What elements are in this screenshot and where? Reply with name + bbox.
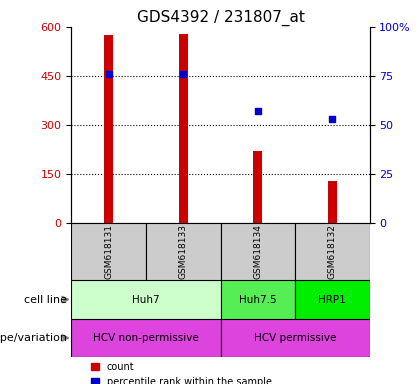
Point (180, 71, 186, 77)
Text: genotype/variation: genotype/variation (0, 333, 67, 343)
Text: GSM618131: GSM618131 (104, 224, 113, 279)
Bar (220, 319, 370, 357)
Text: HCV non-permissive: HCV non-permissive (93, 333, 199, 343)
Point (329, 116, 336, 122)
Bar (220, 223, 295, 280)
Bar (146, 223, 220, 280)
Text: HCV permissive: HCV permissive (254, 333, 336, 343)
Bar (220, 280, 295, 319)
Bar (328, 181, 337, 223)
Text: GSM618134: GSM618134 (253, 224, 262, 279)
Text: Huh7: Huh7 (132, 295, 160, 305)
Text: HRP1: HRP1 (318, 295, 346, 305)
Text: Huh7.5: Huh7.5 (239, 295, 277, 305)
Title: GDS4392 / 231807_at: GDS4392 / 231807_at (136, 9, 304, 25)
Bar (71, 319, 220, 357)
Legend: count, percentile rank within the sample: count, percentile rank within the sample (91, 362, 272, 384)
Bar (179, 34, 188, 223)
Text: GSM618133: GSM618133 (179, 224, 188, 279)
Text: cell line: cell line (24, 295, 67, 305)
Point (255, 108, 261, 114)
Bar (104, 35, 113, 223)
Bar (71, 280, 220, 319)
Bar (295, 223, 370, 280)
Text: GSM618132: GSM618132 (328, 224, 337, 279)
Bar (253, 151, 262, 223)
Bar (71, 223, 146, 280)
Point (105, 71, 112, 77)
Bar (295, 280, 370, 319)
